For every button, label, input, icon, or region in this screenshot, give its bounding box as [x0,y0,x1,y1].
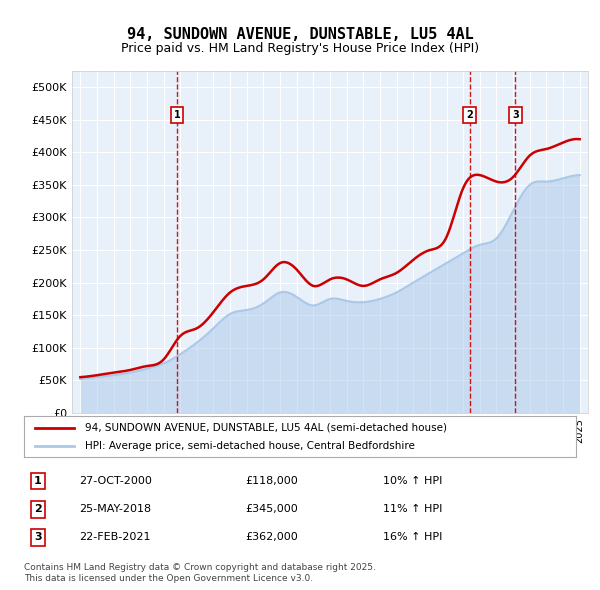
Text: 1: 1 [174,110,181,120]
Text: 16% ↑ HPI: 16% ↑ HPI [383,533,442,542]
Text: HPI: Average price, semi-detached house, Central Bedfordshire: HPI: Average price, semi-detached house,… [85,441,415,451]
Text: 2: 2 [34,504,41,514]
Text: 1: 1 [34,476,41,486]
Text: 3: 3 [512,110,519,120]
Text: Contains HM Land Registry data © Crown copyright and database right 2025.
This d: Contains HM Land Registry data © Crown c… [24,563,376,583]
Text: £362,000: £362,000 [245,533,298,542]
Text: £345,000: £345,000 [245,504,298,514]
Text: 27-OCT-2000: 27-OCT-2000 [79,476,152,486]
Text: 22-FEB-2021: 22-FEB-2021 [79,533,151,542]
Text: Price paid vs. HM Land Registry's House Price Index (HPI): Price paid vs. HM Land Registry's House … [121,42,479,55]
Text: £118,000: £118,000 [245,476,298,486]
Text: 94, SUNDOWN AVENUE, DUNSTABLE, LU5 4AL (semi-detached house): 94, SUNDOWN AVENUE, DUNSTABLE, LU5 4AL (… [85,422,447,432]
Text: 2: 2 [466,110,473,120]
Text: 11% ↑ HPI: 11% ↑ HPI [383,504,442,514]
Text: 10% ↑ HPI: 10% ↑ HPI [383,476,442,486]
Text: 94, SUNDOWN AVENUE, DUNSTABLE, LU5 4AL: 94, SUNDOWN AVENUE, DUNSTABLE, LU5 4AL [127,27,473,41]
Text: 25-MAY-2018: 25-MAY-2018 [79,504,151,514]
Text: 3: 3 [34,533,41,542]
